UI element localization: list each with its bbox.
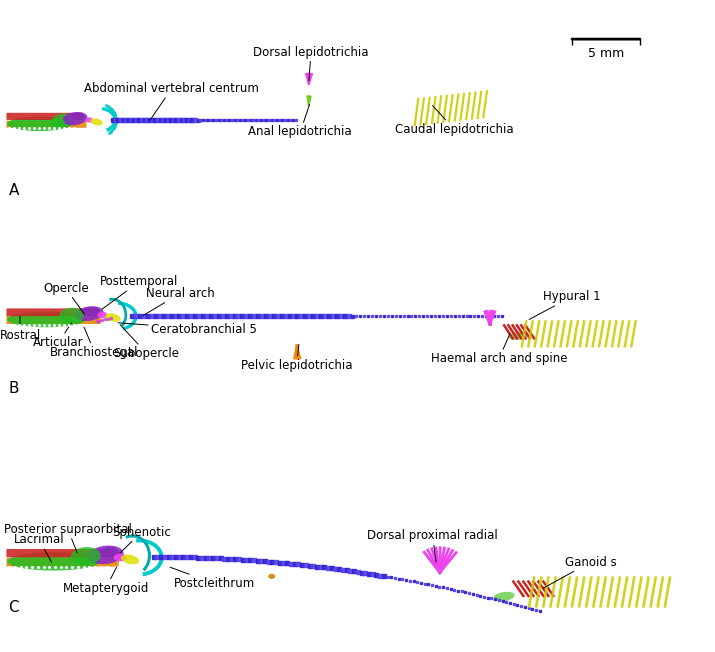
Text: 5 mm: 5 mm — [588, 47, 624, 60]
Ellipse shape — [71, 547, 101, 565]
Text: Sphenotic: Sphenotic — [112, 526, 171, 553]
Text: Lacrimal: Lacrimal — [14, 533, 64, 562]
Ellipse shape — [49, 118, 65, 127]
Ellipse shape — [72, 113, 85, 121]
Ellipse shape — [121, 554, 139, 565]
Text: Branchiostegal: Branchiostegal — [50, 326, 139, 359]
Text: Opercle: Opercle — [43, 282, 89, 314]
Ellipse shape — [102, 547, 119, 557]
Text: Articular: Articular — [34, 323, 84, 349]
Ellipse shape — [7, 312, 86, 327]
Text: Metapterygoid: Metapterygoid — [63, 567, 149, 595]
FancyBboxPatch shape — [6, 316, 101, 324]
Text: Ceratobranchial 5: Ceratobranchial 5 — [118, 323, 257, 336]
Text: Haemal arch and spine: Haemal arch and spine — [431, 334, 567, 365]
Ellipse shape — [90, 119, 103, 125]
Text: Neural arch: Neural arch — [143, 287, 214, 316]
Text: Ganoid s: Ganoid s — [543, 556, 616, 588]
Ellipse shape — [114, 554, 127, 561]
Text: C: C — [9, 600, 19, 615]
Text: Posttemporal: Posttemporal — [100, 275, 179, 309]
FancyBboxPatch shape — [6, 558, 119, 567]
Text: Caudal lepidotrichia: Caudal lepidotrichia — [395, 106, 513, 136]
Ellipse shape — [493, 592, 515, 601]
Ellipse shape — [63, 112, 87, 125]
Text: B: B — [9, 381, 19, 396]
Ellipse shape — [85, 307, 101, 316]
Text: Rostral: Rostral — [0, 316, 41, 342]
FancyBboxPatch shape — [6, 121, 87, 128]
Ellipse shape — [86, 117, 93, 123]
Text: Abdominal vertebral centrum: Abdominal vertebral centrum — [84, 82, 259, 120]
Ellipse shape — [52, 113, 74, 128]
FancyBboxPatch shape — [6, 113, 83, 120]
Ellipse shape — [7, 552, 100, 570]
FancyBboxPatch shape — [6, 549, 114, 557]
Ellipse shape — [508, 332, 528, 340]
Text: A: A — [9, 183, 19, 198]
Text: Pelvic lepidotrichia: Pelvic lepidotrichia — [241, 344, 352, 372]
Text: Posterior supraorbital: Posterior supraorbital — [4, 523, 132, 553]
Ellipse shape — [268, 574, 275, 579]
Text: Postcleithrum: Postcleithrum — [170, 567, 255, 590]
Text: Hypural 1: Hypural 1 — [529, 290, 601, 319]
Ellipse shape — [88, 546, 124, 564]
Ellipse shape — [75, 306, 104, 321]
Text: Subopercle: Subopercle — [114, 325, 179, 360]
Ellipse shape — [97, 312, 107, 318]
FancyBboxPatch shape — [6, 308, 97, 316]
Ellipse shape — [105, 314, 121, 321]
Text: Dorsal lepidotrichia: Dorsal lepidotrichia — [253, 46, 369, 81]
Text: Anal lepidotrichia: Anal lepidotrichia — [249, 104, 352, 138]
Text: Dorsal proximal radial: Dorsal proximal radial — [368, 529, 498, 562]
Ellipse shape — [7, 117, 72, 131]
Ellipse shape — [59, 308, 84, 323]
